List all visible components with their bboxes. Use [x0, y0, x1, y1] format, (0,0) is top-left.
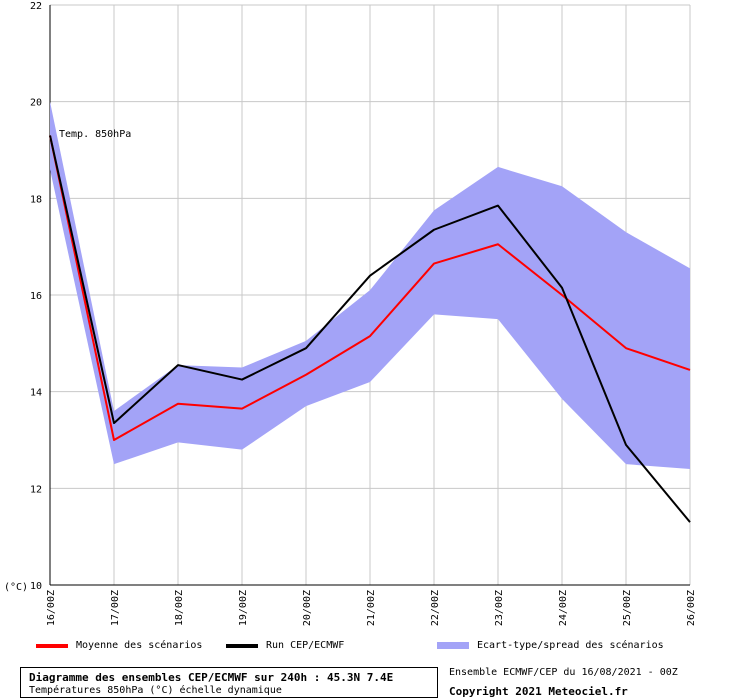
y-tick-label: 12	[30, 484, 42, 495]
x-tick-label: 20/00Z	[302, 590, 313, 626]
y-axis-unit: (°C)	[4, 582, 28, 593]
legend-run: Run CEP/ECMWF	[226, 640, 344, 651]
x-tick-label: 24/00Z	[558, 590, 569, 626]
x-tick-labels: 16/00Z 17/00Z 18/00Z 19/00Z 20/00Z 21/00Z 22/0…	[46, 590, 697, 626]
run-line	[49, 135, 691, 523]
legend-mean-label: Moyenne des scénarios	[76, 640, 203, 651]
y-tick-label: 14	[30, 388, 42, 399]
legend-spread-label: Ecart-type/spread des scénarios	[477, 640, 664, 651]
y-tick-label: 18	[30, 194, 42, 205]
spread-band	[50, 101, 690, 470]
legend-spread-swatch	[437, 642, 469, 649]
legend-mean: Moyenne des scénarios	[36, 640, 202, 651]
x-tick-label: 19/00Z	[238, 590, 249, 626]
x-tick-label: 18/00Z	[174, 590, 185, 626]
y-tick-label: 20	[30, 98, 42, 109]
series-label: Temp. 850hPa	[59, 129, 131, 140]
legend-run-swatch	[226, 643, 258, 648]
legend-run-label: Run CEP/ECMWF	[266, 640, 345, 651]
chart-subtitle: Températures 850hPa (°C) échelle dynamiq…	[29, 685, 282, 696]
mean-line	[49, 135, 691, 441]
ensemble-chart: 10 12 14 16 18 20 22 16/00Z 17/00Z 18/00Z 19/00Z 2…	[4, 1, 697, 626]
x-tick-label: 22/00Z	[430, 590, 441, 626]
x-tick-label: 26/00Z	[686, 590, 697, 626]
run-source: Ensemble ECMWF/CEP du 16/08/2021 - 00Z	[449, 667, 678, 678]
copyright: Copyright 2021 Meteociel.fr	[449, 685, 628, 698]
x-tick-label: 25/00Z	[622, 590, 633, 626]
legend-spread: Ecart-type/spread des scénarios	[437, 640, 664, 651]
x-tick-label: 17/00Z	[110, 590, 121, 626]
x-tick-label: 23/00Z	[494, 590, 505, 626]
y-tick-labels: 10 12 14 16 18 20 22	[30, 1, 42, 592]
chart-info-box: Diagramme des ensembles CEP/ECMWF sur 24…	[20, 667, 438, 698]
chart-title: Diagramme des ensembles CEP/ECMWF sur 24…	[29, 671, 394, 684]
x-tick-label: 16/00Z	[46, 590, 57, 626]
series-lines	[49, 135, 691, 523]
x-tick-label: 21/00Z	[366, 590, 377, 626]
y-tick-label: 22	[30, 1, 42, 12]
legend-mean-swatch	[36, 643, 68, 648]
y-tick-label: 10	[30, 581, 42, 592]
y-tick-label: 16	[30, 291, 42, 302]
